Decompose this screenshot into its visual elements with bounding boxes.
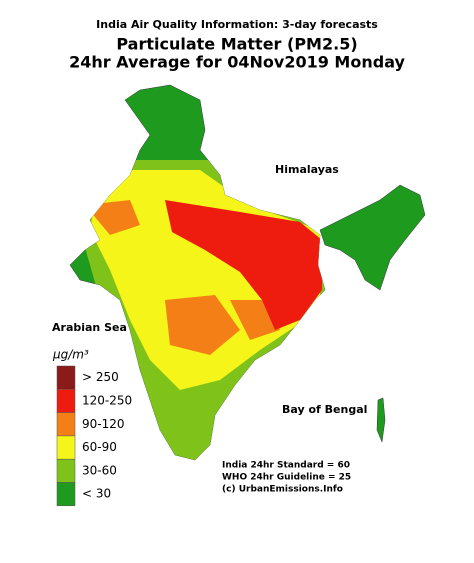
legend-label: 90-120 (82, 417, 125, 431)
legend-label: < 30 (82, 487, 111, 501)
region-label: Arabian Sea (52, 321, 127, 334)
india-map (69, 84, 426, 461)
legend-label: 60-90 (82, 440, 117, 454)
title: Particulate Matter (PM2.5) (116, 35, 357, 54)
region-label: Himalayas (275, 163, 339, 176)
legend-label: 30-60 (82, 463, 117, 477)
legend-swatch (56, 482, 76, 507)
legend-label: > 250 (82, 370, 119, 384)
date-line: 24hr Average for 04Nov2019 Monday (69, 53, 405, 72)
legend-swatch (56, 458, 76, 483)
legend-swatch (56, 412, 76, 437)
note: India 24hr Standard = 60 (222, 461, 350, 471)
legend-unit: µg/m³ (52, 348, 89, 362)
legend-swatch (56, 389, 76, 413)
region-label: Bay of Bengal (282, 403, 367, 416)
legend-swatch (56, 435, 76, 460)
subtitle: India Air Quality Information: 3-day for… (96, 18, 378, 31)
note: WHO 24hr Guideline = 25 (222, 473, 351, 483)
legend: > 250 120-250 90-120 60-90 30-60 < 30 (56, 365, 132, 507)
note: (c) UrbanEmissions.Info (222, 485, 343, 495)
legend-label: 120-250 (82, 393, 132, 407)
legend-swatch (56, 365, 76, 390)
